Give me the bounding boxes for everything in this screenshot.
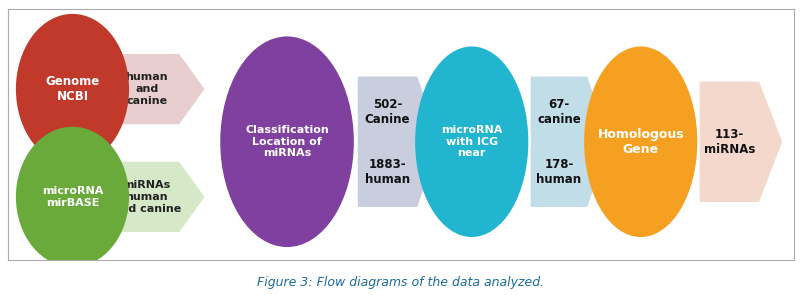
Text: microRNA
with ICG
near: microRNA with ICG near <box>441 125 502 158</box>
Text: Genome
NCBI: Genome NCBI <box>46 75 99 103</box>
Ellipse shape <box>415 47 529 237</box>
Ellipse shape <box>16 14 129 164</box>
Text: Figure 3: Flow diagrams of the data analyzed.: Figure 3: Flow diagrams of the data anal… <box>257 276 545 289</box>
Ellipse shape <box>221 37 354 247</box>
Text: Homologous
Gene: Homologous Gene <box>597 128 684 156</box>
Polygon shape <box>699 82 782 202</box>
Text: 502-
Canine: 502- Canine <box>365 98 411 126</box>
Text: Classification
Location of
miRNAs: Classification Location of miRNAs <box>245 125 329 158</box>
Text: 67-
canine: 67- canine <box>537 98 581 126</box>
Polygon shape <box>531 77 610 207</box>
Ellipse shape <box>16 127 129 267</box>
Text: microRNA
mirBASE: microRNA mirBASE <box>42 186 103 208</box>
Polygon shape <box>114 54 205 124</box>
Text: 1883-
human: 1883- human <box>365 158 410 186</box>
Text: miRNAs
human
and canine: miRNAs human and canine <box>112 180 180 214</box>
Text: 113-
miRNAs: 113- miRNAs <box>703 128 755 156</box>
Ellipse shape <box>584 47 697 237</box>
Text: 178-
human: 178- human <box>537 158 581 186</box>
Polygon shape <box>114 162 205 232</box>
Text: human
and
canine: human and canine <box>125 73 168 106</box>
Polygon shape <box>358 77 440 207</box>
